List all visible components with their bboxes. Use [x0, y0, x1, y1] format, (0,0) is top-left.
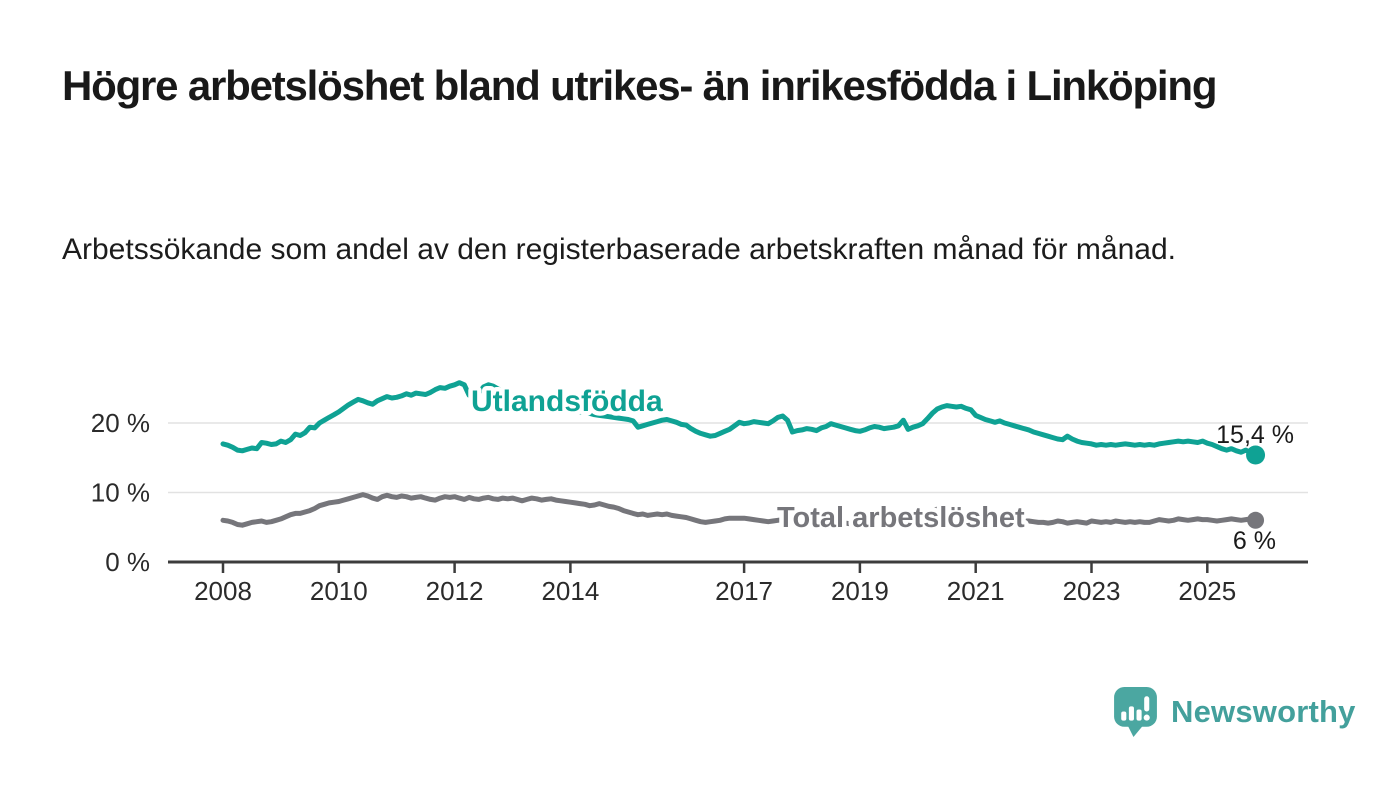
- series-end-dot-1: [1247, 511, 1265, 529]
- chart-subtitle: Arbetssökande som andel av den registerb…: [62, 233, 1176, 266]
- series-end-value-label-0: 15,4 %: [1216, 421, 1294, 449]
- logo-bubble: [1114, 687, 1157, 727]
- newsworthy-logo: Newsworthy: [1113, 686, 1356, 737]
- logo-bar-2: [1128, 706, 1134, 721]
- page-title: Högre arbetslöshet bland utrikes- än inr…: [62, 62, 1218, 109]
- x-axis-tick-label: 2021: [947, 576, 1005, 606]
- x-axis-tick-label: 2017: [715, 576, 773, 606]
- x-axis-tick-label: 2012: [426, 576, 484, 606]
- logo-bubble-tail: [1127, 724, 1144, 737]
- x-axis-tick-label: 2025: [1178, 576, 1236, 606]
- x-axis-tick-label: 2014: [541, 576, 599, 606]
- x-axis-tick-label: 2019: [831, 576, 889, 606]
- series-end-value-label-1: 6 %: [1233, 527, 1276, 555]
- series-label-1: Total arbetslöshet: [777, 502, 1025, 534]
- logo-bar-3: [1136, 709, 1142, 721]
- series-end-dot-0: [1246, 445, 1266, 465]
- newsworthy-logo-icon: [1114, 687, 1157, 737]
- logo-exclamation-dot: [1143, 714, 1150, 721]
- x-axis-tick-label: 2010: [310, 576, 368, 606]
- logo-exclamation-stem: [1144, 696, 1150, 712]
- y-axis-tick-label: 10 %: [91, 478, 150, 508]
- newsworthy-logo-text: Newsworthy: [1171, 693, 1356, 729]
- series-line-0: [220, 380, 1258, 458]
- x-axis-tick-label: 2023: [1063, 576, 1121, 606]
- logo-bar-1: [1121, 711, 1127, 721]
- x-axis-tick-label: 2008: [194, 576, 252, 606]
- series-line-1: [220, 492, 1258, 528]
- series-label-0: Utlandsfödda: [471, 385, 663, 418]
- y-axis-tick-label: 20 %: [91, 408, 150, 438]
- y-axis-tick-label: 0 %: [105, 547, 150, 577]
